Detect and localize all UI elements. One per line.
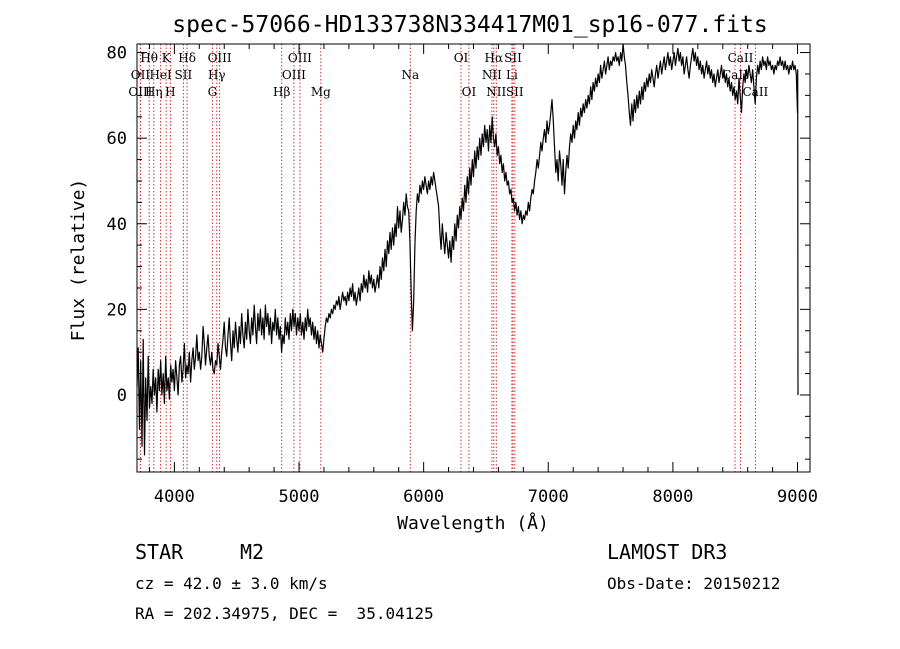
line-label: Hη — [145, 85, 163, 99]
line-label: Li — [506, 68, 518, 82]
y-tick-label: 20 — [107, 300, 127, 320]
y-tick-label: 80 — [107, 44, 127, 64]
x-tick-label: 5000 — [279, 487, 320, 507]
line-label: Hθ — [140, 51, 158, 65]
line-label: OIII — [282, 68, 306, 82]
redshift-velocity: cz = 42.0 ± 3.0 km/s — [135, 574, 328, 593]
observation-date: Obs-Date: 20150212 — [607, 574, 781, 593]
spectral-line-markers — [139, 44, 756, 472]
line-label: SII — [506, 85, 524, 99]
line-label: Hγ — [208, 68, 226, 82]
line-label: Hβ — [273, 85, 290, 99]
y-tick-label: 0 — [117, 386, 127, 406]
coordinates: RA = 202.34975, DEC = 35.04125 — [135, 604, 434, 623]
line-label: Hα — [485, 51, 504, 65]
line-label: OIII — [128, 85, 152, 99]
y-axis-label: Flux (relative) — [68, 179, 89, 342]
x-tick-label: 8000 — [652, 487, 693, 507]
flux-series — [136, 43, 799, 456]
line-label: OII — [131, 68, 151, 82]
line-label: HeI — [149, 68, 172, 82]
plot-frame — [136, 43, 811, 473]
line-label: Hδ — [178, 51, 196, 65]
y-tick-label: 40 — [107, 215, 127, 235]
line-label: SII — [504, 51, 522, 65]
chart-title: spec-57066-HD133738N334417M01_sp16-077.f… — [172, 12, 767, 38]
line-label: OIII — [208, 51, 232, 65]
object-class: STAR — [135, 540, 184, 564]
line-label: OI — [462, 85, 477, 99]
survey-name: LAMOST DR3 — [607, 540, 728, 564]
x-axis-label: Wavelength (Å) — [397, 512, 549, 534]
line-label: G — [208, 85, 218, 99]
y-tick-label: 60 — [107, 129, 127, 149]
line-label: K — [162, 51, 172, 65]
x-tick-label: 4000 — [154, 487, 195, 507]
line-label: NII — [486, 85, 506, 99]
y-axis: 0 20 40 60 80 — [107, 44, 810, 460]
line-label: SII — [175, 68, 193, 82]
line-label: NII — [482, 68, 502, 82]
line-label: H — [165, 85, 175, 99]
object-subclass: M2 — [240, 540, 265, 564]
line-label: Mg — [311, 85, 331, 99]
x-tick-label: 9000 — [777, 487, 818, 507]
x-tick-label: 7000 — [528, 487, 569, 507]
line-label: Na — [401, 68, 419, 82]
x-axis: 4000 5000 6000 7000 8000 9000 — [148, 44, 818, 507]
series-line-flux — [136, 43, 799, 456]
line-label: CaII — [728, 51, 754, 65]
x-tick-label: 6000 — [403, 487, 444, 507]
line-label: OIII — [288, 51, 312, 65]
line-label: OI — [454, 51, 469, 65]
